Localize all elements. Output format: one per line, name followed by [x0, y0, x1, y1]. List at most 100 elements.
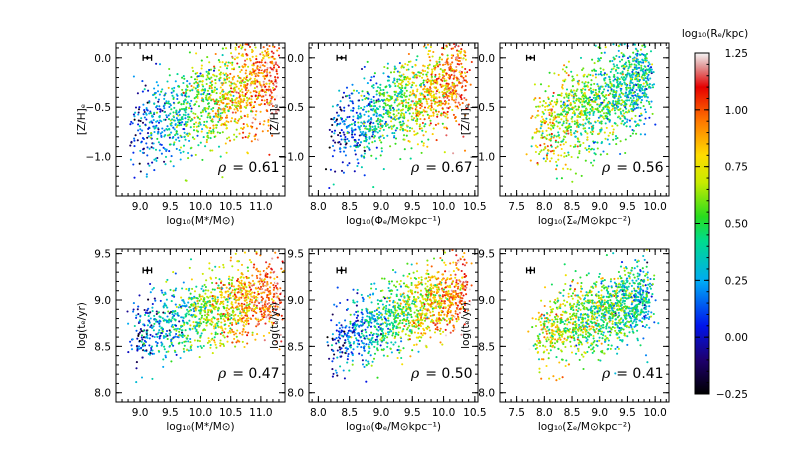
- data-point: [456, 105, 459, 108]
- data-point: [562, 143, 565, 146]
- data-point: [591, 74, 594, 77]
- data-point: [557, 73, 560, 76]
- data-point: [611, 133, 614, 136]
- data-point: [578, 150, 581, 153]
- data-point: [585, 114, 588, 117]
- data-point: [267, 89, 270, 92]
- data-point: [343, 133, 346, 136]
- data-point: [195, 95, 198, 99]
- data-point: [182, 113, 185, 116]
- data-point: [188, 116, 191, 119]
- data-point: [244, 88, 247, 92]
- data-point: [267, 298, 271, 302]
- data-point: [182, 91, 185, 94]
- data-point: [157, 128, 160, 131]
- data-point: [566, 111, 570, 114]
- data-point: [579, 144, 582, 148]
- data-point: [535, 131, 538, 134]
- data-point: [452, 152, 455, 155]
- data-point: [435, 92, 438, 95]
- data-point: [620, 92, 623, 95]
- data-point: [147, 315, 150, 318]
- data-point: [216, 116, 220, 119]
- data-point: [211, 118, 214, 121]
- data-point: [645, 52, 649, 55]
- x-axis-label: log₁₀(Φₑ/M⊙kpc⁻¹): [346, 215, 441, 227]
- data-point: [380, 150, 383, 153]
- data-point: [371, 133, 375, 136]
- data-point: [567, 132, 570, 135]
- data-point: [252, 305, 255, 308]
- data-point: [463, 149, 467, 152]
- data-point: [597, 46, 600, 49]
- data-point: [179, 118, 182, 121]
- data-point: [555, 102, 558, 105]
- data-point: [334, 170, 337, 173]
- data-point: [268, 301, 271, 305]
- data-point: [199, 345, 202, 348]
- data-point: [346, 116, 349, 119]
- data-point: [408, 82, 411, 85]
- data-point: [177, 136, 180, 139]
- data-point: [582, 118, 585, 121]
- data-point: [331, 123, 334, 127]
- data-point: [648, 102, 651, 106]
- data-point: [582, 124, 585, 127]
- data-point: [244, 86, 247, 89]
- data-point: [168, 329, 171, 332]
- data-point: [182, 75, 185, 78]
- data-point: [558, 136, 561, 139]
- data-point: [177, 111, 180, 114]
- data-point: [422, 134, 425, 137]
- data-point: [614, 100, 617, 103]
- data-point: [192, 321, 195, 324]
- data-point: [372, 86, 375, 89]
- data-point: [631, 94, 634, 97]
- data-point: [165, 148, 168, 151]
- data-point: [274, 251, 277, 254]
- data-point: [635, 95, 638, 98]
- data-point: [425, 73, 428, 76]
- data-point: [343, 123, 346, 126]
- data-point: [564, 141, 567, 144]
- data-point: [457, 101, 460, 104]
- data-point: [233, 75, 236, 78]
- data-point: [408, 94, 411, 97]
- data-point: [238, 304, 241, 307]
- data-point: [645, 72, 648, 75]
- data-point: [574, 172, 577, 175]
- data-point: [620, 99, 624, 102]
- data-point: [219, 96, 222, 99]
- data-point: [385, 85, 388, 88]
- data-point: [236, 329, 239, 332]
- data-point: [422, 69, 425, 73]
- data-point: [590, 79, 593, 82]
- data-point: [563, 155, 566, 158]
- data-point: [230, 120, 233, 123]
- data-point: [645, 99, 648, 102]
- data-point: [332, 117, 335, 120]
- data-point: [436, 80, 439, 84]
- data-point: [438, 60, 441, 64]
- data-point: [197, 116, 200, 119]
- data-point: [594, 44, 597, 47]
- data-point: [227, 324, 230, 327]
- data-point: [454, 21, 456, 23]
- data-point: [273, 57, 276, 60]
- data-point: [193, 123, 196, 126]
- data-point: [239, 106, 242, 109]
- data-point: [539, 127, 542, 130]
- data-point: [618, 93, 621, 96]
- data-point: [253, 87, 256, 90]
- data-point: [255, 306, 258, 309]
- data-point: [255, 287, 258, 290]
- data-point: [555, 98, 559, 101]
- data-point: [216, 110, 219, 113]
- data-point: [651, 63, 654, 66]
- data-point: [201, 83, 204, 86]
- x-tick-label: 8.0: [310, 201, 327, 213]
- data-point: [558, 127, 561, 130]
- data-point: [234, 83, 237, 86]
- data-point: [403, 78, 406, 81]
- data-point: [197, 88, 200, 92]
